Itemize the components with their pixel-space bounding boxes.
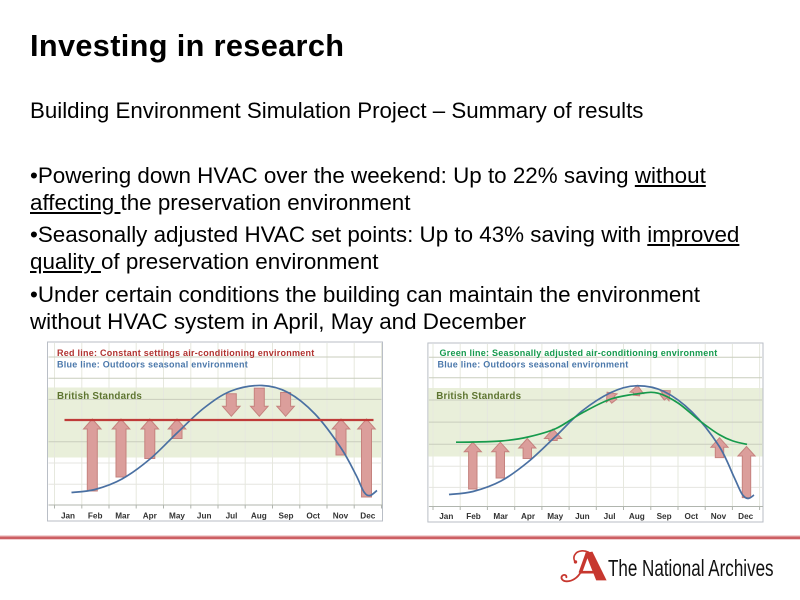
svg-text:Mar: Mar [493, 512, 508, 521]
svg-text:Apr: Apr [521, 512, 536, 521]
svg-text:May: May [169, 512, 185, 521]
svg-text:Dec: Dec [360, 512, 375, 521]
svg-text:Jun: Jun [575, 512, 590, 521]
svg-text:Jan: Jan [61, 512, 75, 521]
svg-text:Feb: Feb [88, 512, 103, 521]
svg-text:May: May [547, 512, 563, 521]
svg-text:Aug: Aug [629, 512, 645, 521]
svg-text:Jul: Jul [604, 512, 616, 521]
svg-text:Oct: Oct [306, 512, 320, 521]
svg-text:Jul: Jul [226, 512, 238, 521]
svg-text:Nov: Nov [711, 512, 727, 521]
svg-text:Oct: Oct [684, 512, 698, 521]
svg-text:Mar: Mar [115, 512, 130, 521]
svg-text:Feb: Feb [466, 512, 481, 521]
svg-text:Dec: Dec [738, 512, 753, 521]
svg-text:Jan: Jan [439, 512, 453, 521]
svg-text:Apr: Apr [143, 512, 158, 521]
svg-text:British Standards: British Standards [436, 391, 521, 402]
svg-text:Sep: Sep [278, 512, 293, 521]
svg-text:Red line: Constant settings ai: Red line: Constant settings air-conditio… [57, 348, 315, 358]
svg-text:Sep: Sep [657, 512, 672, 521]
svg-text:Blue line: Outdoors seasonal e: Blue line: Outdoors seasonal environment [57, 360, 248, 370]
svg-text:Nov: Nov [333, 512, 349, 521]
svg-text:Aug: Aug [251, 512, 267, 521]
svg-text:Green line: Seasonally adjuste: Green line: Seasonally adjusted air-cond… [440, 348, 718, 358]
svg-text:Jun: Jun [197, 512, 212, 521]
svg-text:British Standards: British Standards [57, 391, 142, 402]
svg-text:Blue line: Outdoors seasonal e: Blue line: Outdoors seasonal environment [438, 360, 629, 370]
